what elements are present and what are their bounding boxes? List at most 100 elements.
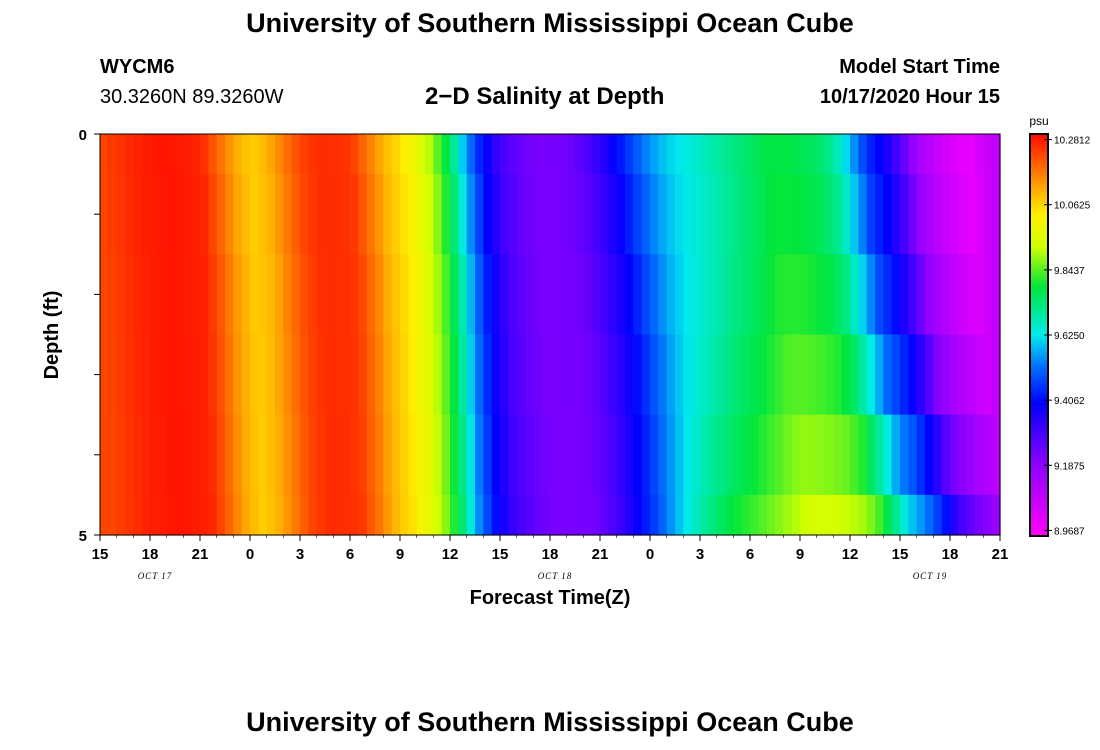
heatmap-cell [258,254,268,336]
heatmap-cell [325,494,334,536]
heatmap-cell [166,174,176,255]
date-label: OCT 19 [913,571,948,581]
heatmap-cell [116,334,126,416]
heatmap-cell [191,494,201,536]
heatmap-cell [375,254,384,336]
colorbar-unit: psu [1029,114,1048,128]
heatmap-cell [916,334,926,416]
heatmap-cell [608,414,618,496]
heatmap-cell [675,414,684,496]
heatmap-cell [600,254,609,336]
heatmap-cell [266,254,276,336]
heatmap-cell [666,254,676,336]
heatmap-cell [141,414,151,496]
heatmap-cell [400,414,409,496]
heatmap-cell [516,494,526,536]
heatmap-cell [516,134,526,175]
heatmap-cell [541,494,551,536]
heatmap-cell [316,494,326,536]
heatmap-cell [400,494,409,536]
heatmap-cell [700,334,709,416]
heatmap-cell [900,254,909,336]
heatmap-cell [133,494,143,536]
heatmap-cell [983,494,993,536]
heatmap-cell [791,414,801,496]
heatmap-cell [133,414,143,496]
heatmap-cell [458,334,468,416]
heatmap-cell [433,334,443,416]
heatmap-cell [650,134,659,175]
heatmap-cell [825,134,834,175]
heatmap-cell [791,334,801,416]
heatmap-cell [100,134,109,175]
heatmap-cell [283,254,293,336]
heatmap-cell [116,134,126,175]
heatmap-cell [400,254,409,336]
heatmap-cell [558,134,568,175]
heatmap-cell [675,174,684,255]
heatmap-cell [650,494,659,536]
heatmap-cell [825,334,834,416]
heatmap-cell [141,494,151,536]
heatmap-cell [575,414,584,496]
heatmap-cell [525,254,534,336]
heatmap-cell [300,494,309,536]
heatmap-cell [700,494,709,536]
heatmap-cell [350,134,359,175]
heatmap-cell [358,414,368,496]
heatmap-cell [133,174,143,255]
x-tick-label: 18 [942,546,959,563]
colorbar-tick-label: 9.6250 [1054,331,1085,342]
heatmap-cell [483,254,493,336]
heatmap-cell [791,134,801,175]
heatmap-cell [808,334,818,416]
heatmap-cell [925,334,934,416]
heatmap-cell [108,134,118,175]
heatmap-cell [183,134,193,175]
heatmap-cell [683,494,693,536]
heatmap-cell [208,174,218,255]
heatmap-cell [166,254,176,336]
heatmap-cell [891,134,901,175]
heatmap-cell [550,334,559,416]
heatmap-cell [350,254,359,336]
heatmap-cell [750,254,759,336]
heatmap-cell [208,254,218,336]
heatmap-cell [325,414,334,496]
heatmap-cell [891,414,901,496]
heatmap-cell [716,174,726,255]
heatmap-cell [991,334,1001,416]
heatmap-cell [383,494,393,536]
heatmap-cell [441,254,451,336]
heatmap-cell [783,134,793,175]
heatmap-cell [608,334,618,416]
heatmap-cell [908,494,918,536]
heatmap-cell [208,494,218,536]
heatmap-cell [116,494,126,536]
heatmap-cell [283,174,293,255]
heatmap-cell [308,254,318,336]
heatmap-cell [841,254,851,336]
heatmap-cell [366,254,376,336]
heatmap-cell [491,414,501,496]
x-tick-label: 12 [442,546,459,563]
heatmap-cell [658,174,668,255]
heatmap-cell [183,334,193,416]
heatmap-cell [983,334,993,416]
heatmap-cell [358,174,368,255]
heatmap-cell [333,254,343,336]
heatmap-cell [308,134,318,175]
heatmap-cell [466,494,476,536]
heatmap-cell [458,254,468,336]
heatmap-cell [858,414,868,496]
heatmap-cell [733,254,743,336]
heatmap-cell [675,134,684,175]
heatmap-cell [158,254,168,336]
heatmap-cell [441,134,451,175]
heatmap-cell [816,254,826,336]
heatmap-cell [441,174,451,255]
heatmap-cell [341,174,351,255]
heatmap-cell [141,254,151,336]
heatmap-cell [191,334,201,416]
